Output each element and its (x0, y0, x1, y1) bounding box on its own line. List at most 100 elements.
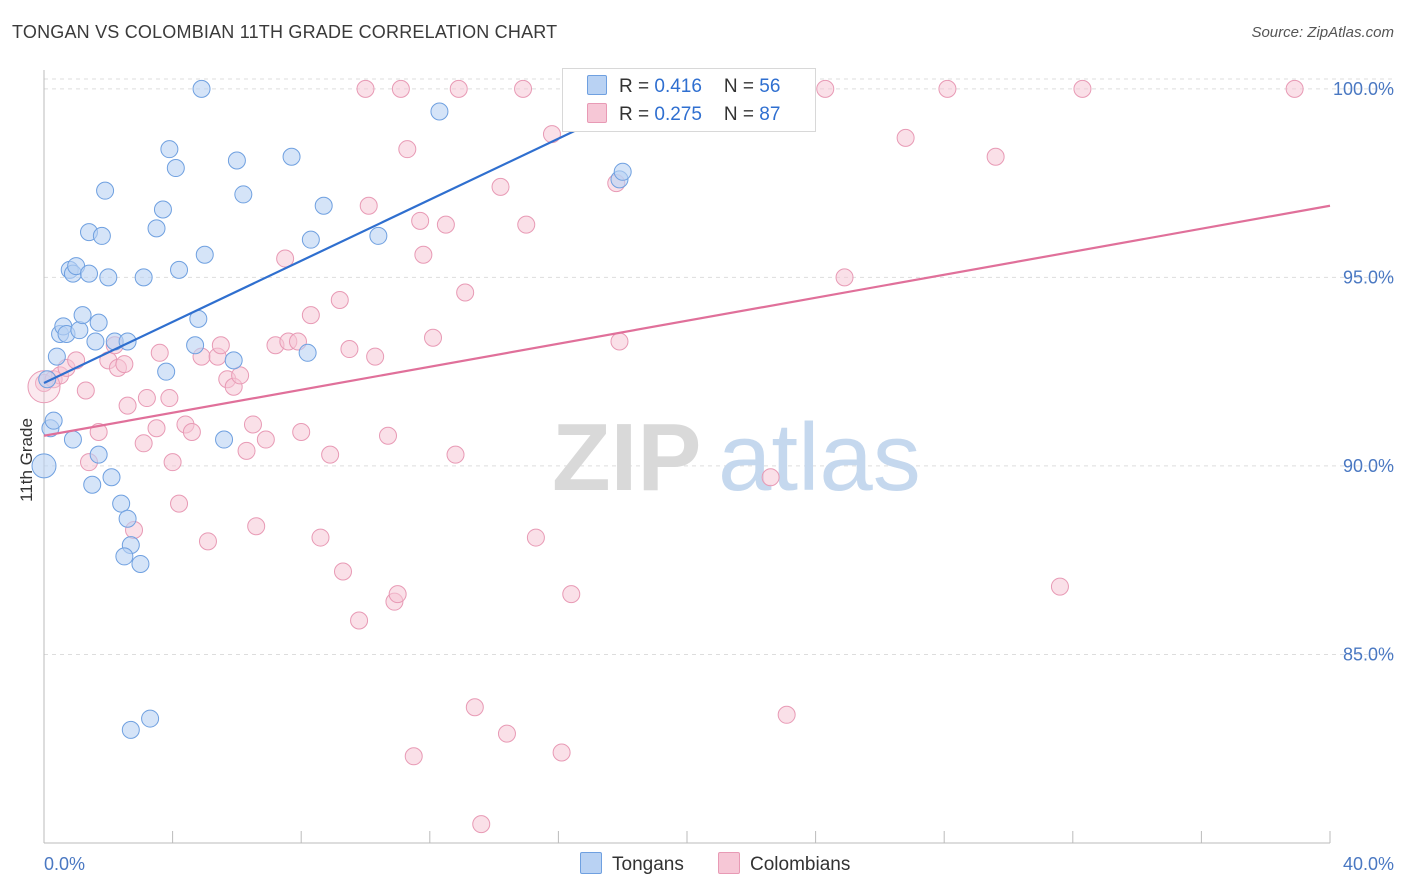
colombian-point (311, 528, 330, 547)
tongan-point (47, 347, 66, 366)
tongan-point (112, 494, 131, 513)
tongan-point (92, 226, 111, 245)
bottom-legend: Tongans Colombians (0, 852, 1406, 876)
colombian-point (896, 128, 915, 147)
tongan-point (160, 140, 179, 159)
colombian-point (247, 517, 266, 536)
tongan-points (31, 79, 632, 739)
legend-row-tongan: R = 0.416 N = 56 (587, 75, 780, 98)
colombian-swatch (587, 103, 607, 123)
colombian-trendline (43, 204, 1331, 437)
colombian-point (256, 430, 275, 449)
tongans-legend-swatch (580, 852, 602, 874)
colombian-point (333, 562, 352, 581)
tongan-point (195, 245, 214, 264)
y-tick-labels: 85.0% 90.0% 95.0% 100.0% (1333, 79, 1394, 665)
colombian-point (330, 291, 349, 310)
colombian-point (340, 340, 359, 359)
tongan-point (44, 411, 63, 430)
colombian-point (1285, 79, 1304, 98)
colombian-point (835, 268, 854, 287)
tongan-point (38, 370, 57, 389)
colombian-point (424, 328, 443, 347)
tongan-point (186, 336, 205, 355)
legend-row-colombian: R = 0.275 N = 87 (587, 103, 780, 126)
y-tick-label: 95.0% (1343, 267, 1394, 287)
colombian-point (404, 747, 423, 766)
colombian-point (321, 445, 340, 464)
tongan-point (89, 445, 108, 464)
watermark-atlas: atlas (718, 404, 921, 511)
y-axis-label: 11th Grade (17, 418, 36, 502)
colombian-point (436, 215, 455, 234)
colombian-point (456, 283, 475, 302)
colombian-point (292, 422, 311, 441)
tongan-point (86, 332, 105, 351)
colombian-point (1050, 577, 1069, 596)
gridlines (44, 78, 1394, 655)
colombian-point (160, 389, 179, 408)
tongan-point (131, 554, 150, 573)
colombian-point (198, 532, 217, 551)
tongan-point (430, 102, 449, 121)
tongan-point (70, 321, 89, 340)
colombian-point (411, 211, 430, 230)
tongan-point (227, 151, 246, 170)
colombian-point (134, 434, 153, 453)
colombian-point (237, 441, 256, 460)
colombian-point (147, 419, 166, 438)
colombian-point (514, 79, 533, 98)
colombian-point (137, 389, 156, 408)
colombian-point (449, 79, 468, 98)
tongan-point (166, 159, 185, 178)
y-tick-label: 85.0% (1343, 644, 1394, 664)
colombian-point (359, 196, 378, 215)
colombian-point (816, 79, 835, 98)
colombian-point (115, 355, 134, 374)
colombian-point (243, 415, 262, 434)
colombian-point (211, 336, 230, 355)
colombian-point (562, 585, 581, 604)
colombian-point (552, 743, 571, 762)
tongan-point (369, 226, 388, 245)
colombian-point (398, 140, 417, 159)
colombian-point (472, 815, 491, 834)
tongan-point (224, 351, 243, 370)
tongan-point (153, 200, 172, 219)
colombian-point (170, 494, 189, 513)
colombian-point (76, 381, 95, 400)
colombian-point (356, 79, 375, 98)
tongan-point (99, 268, 118, 287)
tongan-swatch (587, 75, 607, 95)
colombian-point (67, 351, 86, 370)
colombian-point (366, 347, 385, 366)
colombian-point (526, 528, 545, 547)
colombian-point (150, 343, 169, 362)
tongan-point (118, 509, 137, 528)
x-tick-label: 0.0% (44, 854, 85, 874)
colombian-point (350, 611, 369, 630)
tongan-point (63, 430, 82, 449)
tongan-point (115, 547, 134, 566)
tongan-point (301, 230, 320, 249)
colombian-point (465, 698, 484, 717)
tongan-point (89, 313, 108, 332)
watermark: ZIP atlas (552, 404, 921, 511)
tongan-point (121, 720, 140, 739)
tongan-point (141, 709, 160, 728)
tongan-point (192, 79, 211, 98)
x-tick-labels: 0.0% 40.0% (44, 854, 1394, 874)
tongan-point (83, 475, 102, 494)
chart-title: TONGAN VS COLOMBIAN 11TH GRADE CORRELATI… (12, 22, 558, 42)
tongan-point (282, 147, 301, 166)
tongan-point (73, 306, 92, 325)
tongan-point (96, 181, 115, 200)
colombian-point (517, 215, 536, 234)
x-tick-label: 40.0% (1343, 854, 1394, 874)
tongan-point (234, 185, 253, 204)
colombians-legend-swatch (718, 852, 740, 874)
colombian-point (777, 705, 796, 724)
colombian-point (761, 468, 780, 487)
tongan-point (31, 453, 57, 479)
